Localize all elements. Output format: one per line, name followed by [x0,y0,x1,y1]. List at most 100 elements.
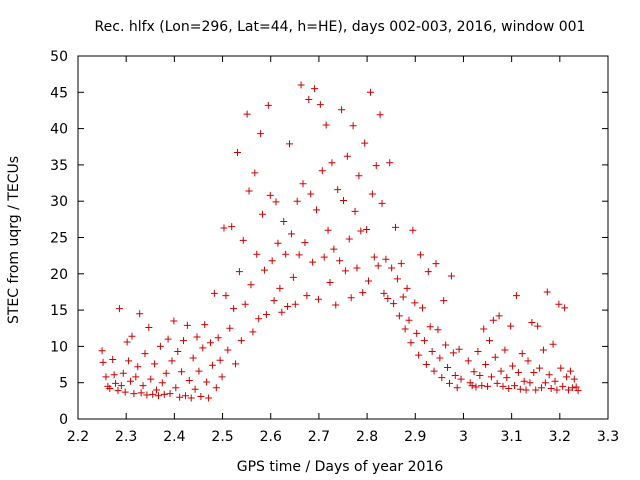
data-point [487,373,495,381]
data-point [357,227,365,235]
data-point [332,301,340,309]
data-point [417,251,425,259]
data-point [413,329,421,337]
data-point [390,300,398,308]
data-point [262,310,270,318]
data-point [526,379,534,387]
data-point [282,250,290,258]
data-point [311,85,319,93]
x-tick-label: 2.9 [404,429,426,445]
y-tick-label: 10 [50,339,68,355]
data-point [328,159,336,167]
data-point [438,374,446,382]
data-point [339,196,347,204]
data-point [299,180,307,188]
data-point [153,386,161,394]
data-point [511,382,519,390]
data-point [361,139,369,147]
data-point [484,382,492,390]
data-point [123,338,131,346]
data-point [189,354,197,362]
data-point [392,223,400,231]
data-point [245,187,253,195]
data-point [338,106,346,114]
data-point [314,295,322,303]
data-point [355,172,363,180]
data-point [440,297,448,305]
y-tick-label: 5 [59,376,68,392]
x-tick-label: 3.3 [597,429,619,445]
data-point [424,268,432,276]
data-point [472,383,480,391]
data-point [137,389,145,397]
data-point [549,340,557,348]
data-point [518,350,526,358]
x-tick-label: 2.8 [356,429,378,445]
data-point [286,140,294,148]
data-point [222,292,230,300]
data-point [470,368,478,376]
data-point [293,197,301,205]
data-point [243,110,251,118]
data-point [495,312,503,320]
data-point [397,260,405,268]
x-axis-label: GPS time / Days of year 2016 [237,459,444,475]
data-point [566,367,574,375]
data-point [203,378,211,386]
data-point [380,289,388,297]
data-point [145,324,153,332]
data-point [185,377,193,385]
data-point [415,351,423,359]
data-point [180,337,188,345]
data-point [343,152,351,160]
data-point [572,383,580,391]
data-point [272,198,280,206]
data-point [349,122,357,130]
data-point [134,363,142,371]
data-point [205,394,213,402]
data-point [384,294,392,302]
data-point [119,369,127,377]
data-point [528,318,536,326]
data-point [514,369,522,377]
data-point [559,382,567,390]
data-point [99,358,107,366]
data-point [117,382,125,390]
data-point [212,384,220,392]
data-point [228,223,236,231]
data-point [289,273,297,281]
data-point [568,384,576,392]
data-points [98,81,582,402]
data-point [347,294,355,302]
data-point [149,390,157,398]
data-point [405,316,413,324]
data-point [170,317,178,325]
data-point [247,281,255,289]
data-point [468,382,476,390]
data-point [224,346,232,354]
data-point [407,339,415,347]
data-point [553,386,561,394]
x-tick-label: 2.6 [260,429,282,445]
data-point [341,267,349,275]
data-point [106,385,114,393]
data-point [109,355,117,363]
data-point [112,379,120,387]
data-point [564,386,572,394]
data-point [110,371,118,379]
y-tick-label: 50 [50,49,68,65]
data-point [268,257,276,265]
y-tick-label: 20 [50,267,68,283]
data-point [172,384,180,392]
data-point [260,266,268,274]
data-point [365,277,373,285]
data-point [543,288,551,296]
data-point [164,335,172,343]
data-point [555,300,563,308]
data-point [305,96,313,104]
data-point [156,342,164,350]
data-point [239,236,247,244]
data-point [233,149,241,157]
data-point [538,384,546,392]
